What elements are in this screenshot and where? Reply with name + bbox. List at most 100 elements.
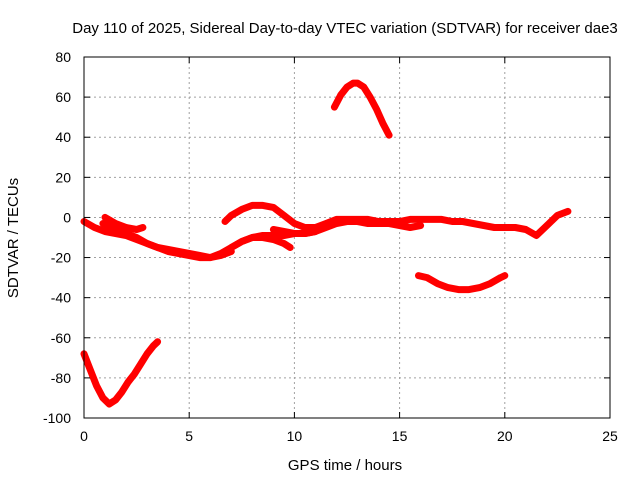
series-point-track-c xyxy=(144,240,151,247)
series-point-track-i xyxy=(445,284,451,291)
series-point-track-e xyxy=(249,202,256,209)
tick-labels: 0 5 10 15 20 25 -100 -80 -60 -40 -20 0 20 40 60 80 xyxy=(43,49,618,444)
y-tick-label: 80 xyxy=(55,49,71,65)
series-point-track-i xyxy=(487,280,494,287)
y-tick-label: -40 xyxy=(51,290,71,306)
series-point-track-e xyxy=(270,204,277,211)
series-point-track-e xyxy=(512,224,519,231)
series-point-track-f xyxy=(287,244,294,251)
x-axis-label: GPS time / hours xyxy=(288,457,402,474)
series-point-track-d xyxy=(112,220,119,227)
series-point-track-e xyxy=(238,206,245,213)
series-point-track-g xyxy=(344,218,350,225)
series-point-track-c xyxy=(186,252,193,259)
series-point-track-e xyxy=(501,224,508,231)
series-point-track-h xyxy=(386,132,393,139)
series-point-track-e xyxy=(491,224,498,231)
series-point-track-e xyxy=(533,232,540,239)
x-tick-label: 5 xyxy=(185,428,193,444)
series-point-track-i xyxy=(501,272,508,279)
series-jitter-track-e xyxy=(224,202,569,235)
series-point-track-c xyxy=(175,250,182,257)
series-jitter-track-d xyxy=(104,214,144,229)
series-group xyxy=(80,79,572,408)
series-point-track-e xyxy=(438,216,445,223)
series-point-track-c xyxy=(99,220,106,227)
series-point-track-g xyxy=(407,224,414,231)
series-point-track-f xyxy=(270,236,277,243)
series-point-track-e xyxy=(480,222,487,229)
series-point-track-e xyxy=(280,212,287,219)
series-point-track-g xyxy=(291,230,298,237)
series-point-track-h xyxy=(379,120,386,127)
series-point-track-h xyxy=(344,84,350,91)
y-tick-label: 40 xyxy=(55,129,71,145)
series-jitter-track-c xyxy=(101,220,317,257)
series-point-track-e xyxy=(291,220,298,227)
y-tick-label: 60 xyxy=(55,89,71,105)
series-point-track-h xyxy=(350,80,357,87)
series-point-track-d xyxy=(102,214,108,221)
series-line-track-i xyxy=(415,272,509,294)
series-point-track-h xyxy=(373,106,380,113)
series-point-track-d xyxy=(133,226,140,233)
series-point-track-h xyxy=(360,84,367,91)
series-point-track-f xyxy=(238,238,245,245)
series-point-track-a xyxy=(137,360,144,367)
series-point-track-c xyxy=(133,234,140,241)
series-point-track-f xyxy=(280,240,287,247)
x-tick-label: 15 xyxy=(392,428,408,444)
series-point-track-a xyxy=(150,342,157,349)
series-point-track-a xyxy=(106,401,113,407)
series-jitter-track-b xyxy=(83,218,233,257)
series-point-track-e xyxy=(522,226,529,233)
x-tick-label: 0 xyxy=(80,428,88,444)
plot-frame xyxy=(83,56,611,419)
x-tick-label: 25 xyxy=(602,428,618,444)
series-point-track-b xyxy=(102,228,108,235)
series-point-track-e xyxy=(564,208,571,215)
series-point-track-g xyxy=(312,228,319,235)
series-point-track-b xyxy=(91,224,98,231)
series-point-track-d xyxy=(123,224,130,231)
series-point-track-i xyxy=(466,286,472,293)
series-point-track-g xyxy=(396,222,403,229)
series-point-track-a xyxy=(112,396,119,403)
series-point-track-e xyxy=(407,216,414,223)
y-axis-label: SDTVAR / TECUs xyxy=(5,178,22,298)
series-jitter-track-h xyxy=(333,80,391,135)
series-point-track-e xyxy=(417,216,424,223)
series-point-track-g xyxy=(280,228,287,235)
x-tick-label: 10 xyxy=(287,428,303,444)
x-tick-label: 20 xyxy=(497,428,513,444)
series-point-track-h xyxy=(331,104,338,111)
series-point-track-e xyxy=(459,218,466,225)
series-point-track-a xyxy=(99,394,106,401)
series-point-track-g xyxy=(375,220,382,227)
grid-lines xyxy=(84,57,610,418)
series-point-track-e xyxy=(259,202,266,209)
chart-title: Day 110 of 2025, Sidereal Day-to-day VTE… xyxy=(72,20,618,37)
series-point-track-g xyxy=(365,220,371,227)
series-point-track-c xyxy=(154,244,161,251)
series-point-track-e xyxy=(301,224,308,231)
series-point-track-f xyxy=(249,234,256,241)
y-tick-label: -80 xyxy=(51,370,71,386)
series-point-track-c xyxy=(196,254,203,261)
series-point-track-i xyxy=(424,274,430,281)
series-point-track-e xyxy=(543,222,550,229)
series-point-track-d xyxy=(139,224,146,231)
series-point-track-h xyxy=(337,92,344,99)
y-tick-label: 0 xyxy=(63,209,71,225)
y-tick-label: -100 xyxy=(43,410,71,426)
series-point-track-a xyxy=(93,382,100,389)
series-point-track-e xyxy=(554,212,561,219)
series-point-track-i xyxy=(455,286,462,293)
series-point-track-h xyxy=(354,80,361,87)
series-point-track-e xyxy=(222,218,228,225)
series-point-track-c xyxy=(217,250,224,257)
series-point-track-i xyxy=(415,272,422,279)
series-point-track-f xyxy=(259,234,266,241)
series-point-track-e xyxy=(449,218,456,225)
